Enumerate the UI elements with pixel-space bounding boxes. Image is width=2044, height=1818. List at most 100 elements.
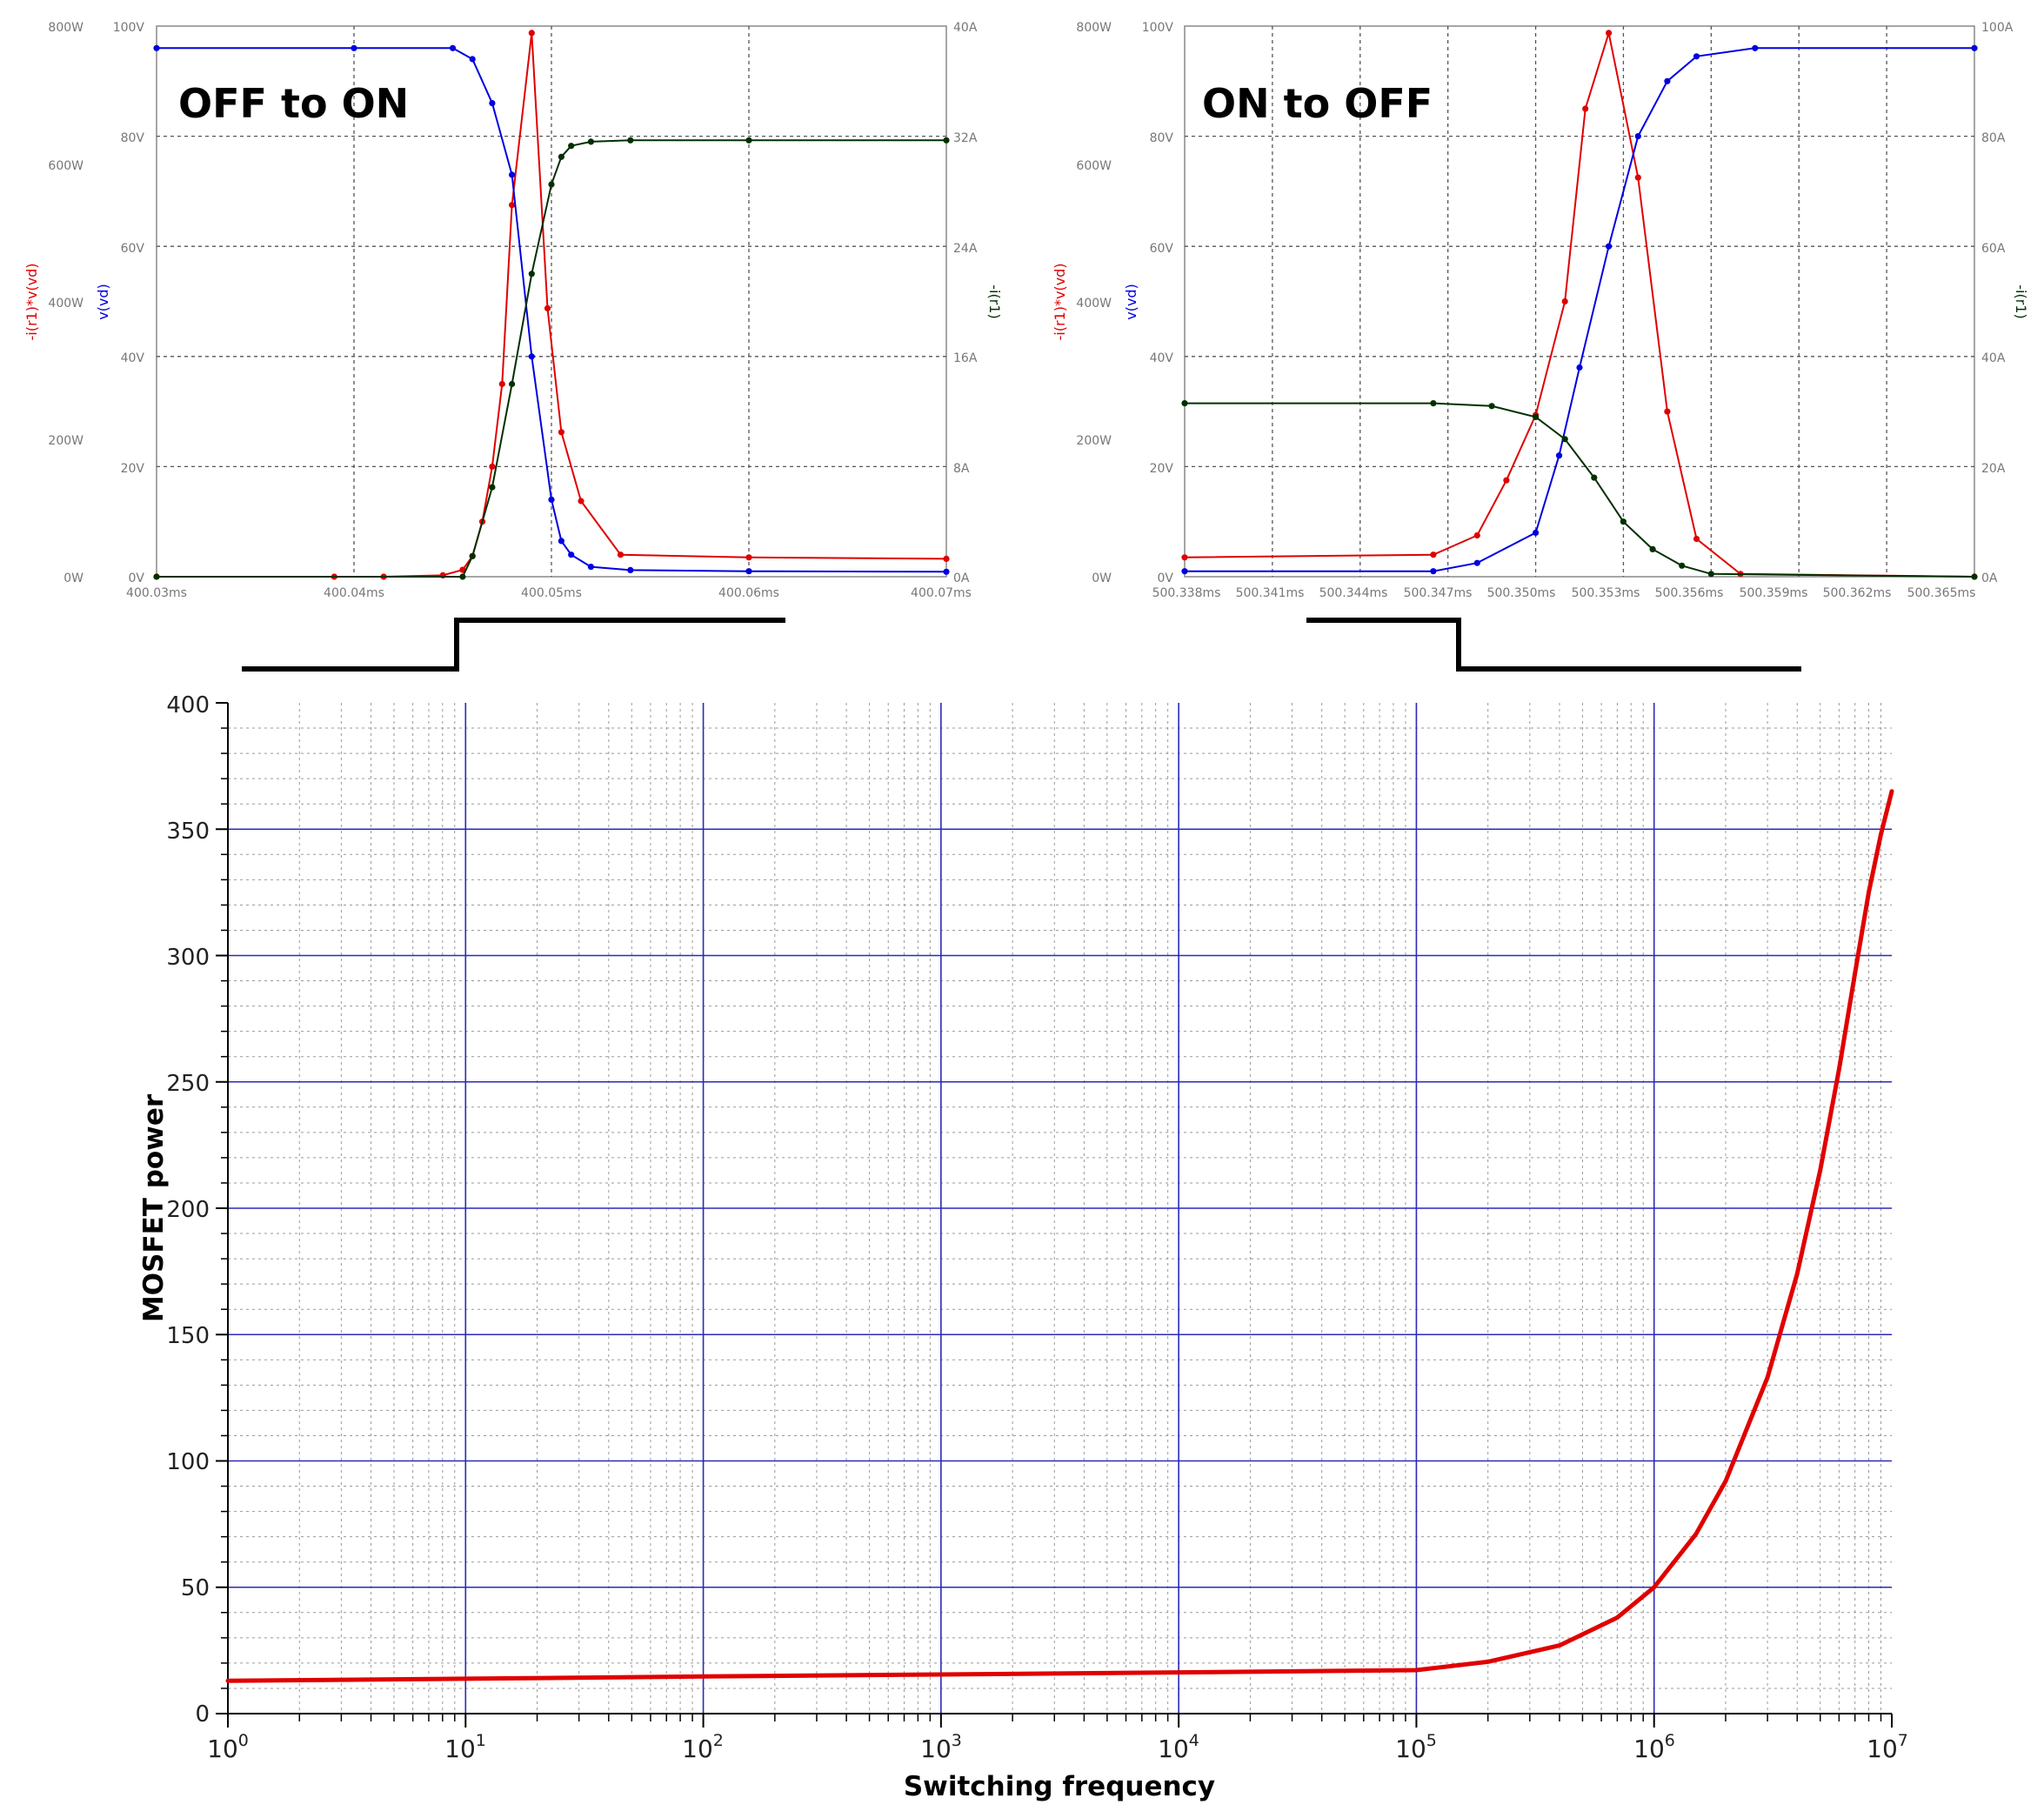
- voltage-trace-point: [745, 568, 752, 575]
- power-tick-label: 0W: [63, 571, 83, 585]
- power-trace-point: [528, 30, 535, 37]
- y-tick-label: 0: [195, 1701, 210, 1728]
- time-tick-label: 500.350ms: [1487, 586, 1556, 600]
- voltage-trace-point: [153, 44, 160, 51]
- power-trace-point: [558, 429, 565, 436]
- y-tick-label: 50: [181, 1575, 210, 1601]
- x-tick-label: 101: [444, 1731, 486, 1763]
- voltage-trace-point: [1181, 568, 1188, 575]
- power-trace-point: [544, 304, 551, 311]
- voltage-trace-point: [1430, 568, 1437, 575]
- main-chart: 0 50 100 150 200 250 300 350 400 100 101…: [138, 692, 1908, 1802]
- power-tick-label: 0W: [1092, 571, 1112, 585]
- current-tick-label: 16A: [953, 351, 978, 365]
- current-trace-point: [1488, 403, 1495, 410]
- power-trace-point: [498, 380, 505, 388]
- x-tick-label: 105: [1395, 1731, 1437, 1763]
- panel-right-plot-frame: [1184, 25, 1975, 578]
- voltage-tick-label: 100V: [1142, 21, 1174, 35]
- voltage-tick-label: 0V: [1158, 571, 1174, 585]
- voltage-tick-label: 100V: [113, 21, 145, 35]
- power-tick-label: 200W: [48, 434, 83, 448]
- power-tick-label: 400W: [1076, 297, 1112, 311]
- time-tick-label: 500.347ms: [1404, 586, 1473, 600]
- current-trace-point: [489, 484, 496, 491]
- voltage-trace-point: [1576, 364, 1583, 371]
- y-tick-label: 350: [166, 819, 210, 845]
- voltage-trace-point: [1971, 44, 1978, 51]
- panel-right-grid: [1185, 26, 1974, 577]
- current-trace-point: [1561, 436, 1568, 443]
- power-tick-label: 800W: [1076, 21, 1112, 35]
- voltage-trace-point: [1473, 559, 1480, 566]
- y-tick-label: 250: [166, 1071, 210, 1097]
- power-trace-point: [745, 554, 752, 561]
- voltage-tick-label: 40V: [1150, 351, 1174, 365]
- voltage-trace-point: [1664, 77, 1671, 84]
- current-trace-point: [1430, 400, 1437, 407]
- x-tick-label: 100: [207, 1731, 249, 1763]
- voltage-tick-label: 80V: [1150, 131, 1174, 145]
- voltage-tick-label: 20V: [121, 462, 145, 476]
- power-trace-point: [459, 566, 466, 573]
- current-tick-label: 100A: [1981, 21, 2014, 35]
- power-trace-point: [1503, 477, 1510, 484]
- time-tick-label: 400.04ms: [324, 586, 384, 600]
- time-tick-label: 400.06ms: [718, 586, 779, 600]
- mosfet-power-curve: [225, 789, 1894, 1683]
- voltage-trace-point: [1533, 529, 1540, 537]
- x-tick-label: 106: [1633, 1731, 1675, 1763]
- voltage-trace-point: [509, 171, 516, 178]
- power-axis-label: -i(r1)*v(vd): [23, 263, 40, 340]
- current-trace-point: [568, 143, 575, 150]
- power-trace-point: [1430, 551, 1437, 558]
- voltage-trace-point: [1752, 44, 1759, 51]
- time-tick-label: 400.05ms: [521, 586, 582, 600]
- x-axis-label: Switching frequency: [904, 1771, 1215, 1802]
- power-trace-point: [578, 498, 584, 505]
- time-tick-label: 500.338ms: [1152, 586, 1221, 600]
- current-axis-label: -i(r1): [2013, 284, 2029, 318]
- y-tick-label: 400: [166, 692, 210, 719]
- power-trace-point: [1473, 531, 1480, 539]
- voltage-trace-point: [627, 566, 634, 574]
- voltage-axis-label: v(vd): [95, 284, 111, 320]
- voltage-tick-label: 0V: [129, 571, 145, 585]
- power-trace-point: [1561, 297, 1568, 305]
- current-trace-point: [548, 181, 555, 188]
- voltage-trace-point: [1555, 452, 1563, 459]
- current-tick-label: 80A: [1981, 131, 2006, 145]
- time-tick-label: 500.353ms: [1572, 586, 1640, 600]
- current-trace-point: [1707, 571, 1714, 578]
- time-tick-label: 500.365ms: [1907, 586, 1976, 600]
- gate-step-rising: [242, 618, 785, 672]
- current-tick-label: 60A: [1981, 242, 2006, 256]
- voltage-axis-label: v(vd): [1123, 284, 1139, 320]
- voltage-trace-point: [449, 44, 457, 51]
- power-trace-point: [1693, 535, 1700, 543]
- time-tick-label: 500.356ms: [1655, 586, 1724, 600]
- main-chart-grid: [216, 702, 1893, 1728]
- y-tick-label: 200: [166, 1197, 210, 1223]
- y-tick-label: 100: [166, 1449, 210, 1475]
- voltage-tick-label: 20V: [1150, 462, 1174, 476]
- voltage-tick-label: 60V: [1150, 242, 1174, 256]
- time-tick-label: 400.07ms: [911, 586, 972, 600]
- time-tick-label: 500.359ms: [1740, 586, 1808, 600]
- panel-right-title: ON to OFF: [1202, 80, 1433, 127]
- current-trace-point: [469, 552, 476, 559]
- time-tick-label: 500.362ms: [1823, 586, 1892, 600]
- power-tick-label: 600W: [1076, 159, 1112, 173]
- voltage-trace: [1185, 47, 1974, 572]
- voltage-trace-point: [469, 56, 476, 63]
- voltage-trace-point: [558, 538, 565, 545]
- y-tick-label: 300: [166, 945, 210, 971]
- power-trace-point: [1606, 30, 1613, 37]
- panel-left-grid: [157, 26, 946, 577]
- panel-right-series: [1181, 30, 1978, 580]
- x-tick-label: 103: [920, 1731, 962, 1763]
- power-tick-label: 800W: [48, 21, 83, 35]
- current-trace-point: [1649, 545, 1656, 553]
- current-tick-label: 40A: [953, 21, 978, 35]
